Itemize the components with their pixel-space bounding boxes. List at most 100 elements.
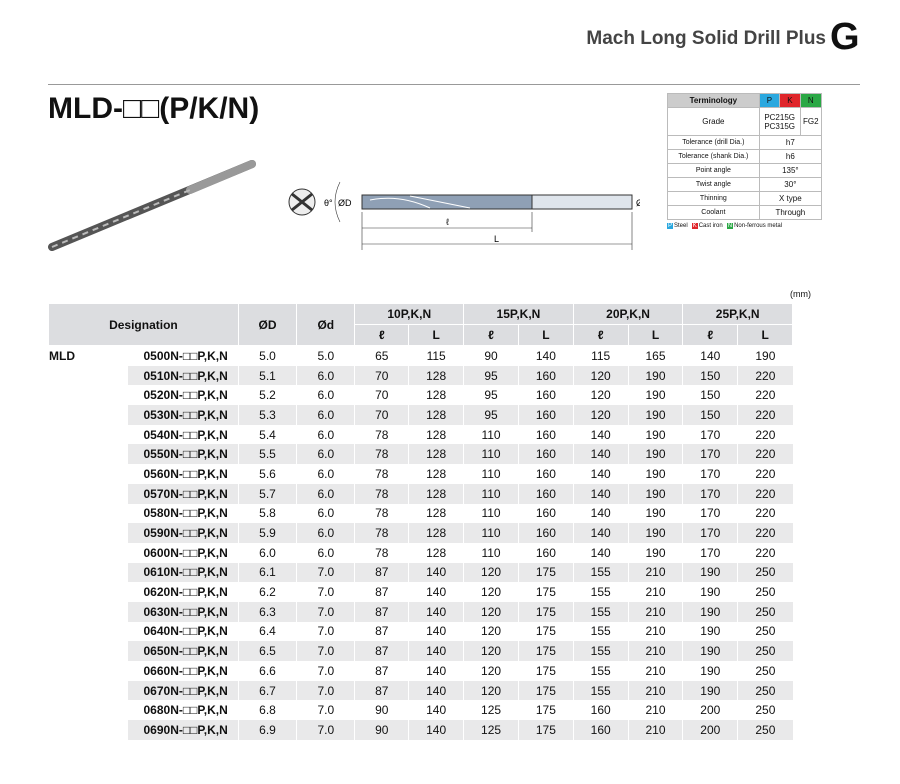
value-cell: 90 — [463, 345, 519, 366]
data-row: 0680N-□□P,K,N 6.8 7.0 90 140 125 175 160 210 200 2… — [48, 700, 900, 721]
value-cell: 160 — [517, 503, 574, 524]
spec-value: X type — [758, 191, 823, 206]
value-cell: 6.0 — [296, 542, 355, 563]
family-cell — [48, 621, 128, 642]
spec-value: h7 — [758, 135, 823, 150]
value-cell: 155 — [572, 562, 629, 583]
value-cell: 6.0 — [237, 542, 297, 563]
value-cell: 5.8 — [237, 503, 297, 524]
header-cell: 15P,K,N — [463, 303, 574, 325]
value-cell: 120 — [463, 641, 519, 661]
value-cell: 7.0 — [296, 641, 355, 661]
value-cell: 5.2 — [237, 385, 297, 406]
value-cell: 160 — [517, 483, 574, 504]
legend-text: Steel — [674, 223, 688, 229]
designation-cell: 0600N-□□P,K,N — [126, 542, 239, 563]
value-cell: 5.7 — [237, 483, 297, 504]
value-cell: 190 — [682, 562, 738, 583]
value-cell: 155 — [572, 621, 629, 642]
value-cell: 6.0 — [296, 405, 355, 425]
value-cell: 6.6 — [237, 661, 297, 681]
designation-cell: 0620N-□□P,K,N — [126, 582, 239, 602]
value-cell: 140 — [572, 444, 629, 465]
spec-head: P — [758, 93, 781, 108]
value-cell: 78 — [354, 424, 409, 445]
header-row: Designation ØD Ød 10P,K,N 15P,K,N 20P,K,N 25P,… — [48, 303, 900, 346]
grade: PC315G — [764, 121, 795, 131]
value-cell: 190 — [627, 385, 683, 406]
value-cell: 170 — [682, 483, 738, 504]
value-cell: 115 — [408, 345, 464, 366]
header-cell: 25P,K,N — [682, 303, 794, 325]
family-cell — [48, 365, 128, 386]
value-cell: 155 — [572, 680, 629, 701]
value-cell: 140 — [572, 503, 629, 524]
value-cell: 160 — [517, 385, 574, 406]
value-cell: 190 — [627, 444, 683, 465]
value-cell: 250 — [737, 720, 793, 740]
value-cell: 7.0 — [296, 700, 355, 721]
value-cell: 160 — [517, 405, 574, 425]
family-cell — [48, 464, 128, 484]
designation-cell: 0660N-□□P,K,N — [126, 661, 239, 681]
value-cell: 200 — [682, 700, 738, 721]
value-cell: 6.8 — [237, 700, 297, 721]
value-cell: 7.0 — [296, 661, 355, 681]
value-cell: 170 — [682, 523, 738, 543]
value-cell: 155 — [572, 601, 629, 622]
value-cell: 200 — [682, 720, 738, 740]
family-cell: MLD — [48, 345, 128, 366]
family-cell — [48, 523, 128, 543]
header-cell: L — [517, 324, 574, 346]
value-cell: 175 — [517, 661, 574, 681]
value-cell: 140 — [408, 641, 464, 661]
value-cell: 160 — [572, 700, 629, 721]
value-cell: 220 — [737, 503, 793, 524]
value-cell: 6.0 — [296, 365, 355, 386]
data-row: 0510N-□□P,K,N 5.1 6.0 70 128 95 160 120 190 150 22… — [48, 365, 900, 386]
value-cell: 175 — [517, 562, 574, 583]
value-cell: 6.0 — [296, 444, 355, 465]
data-row: 0580N-□□P,K,N 5.8 6.0 78 128 110 160 140 190 170 2… — [48, 503, 900, 524]
drill-illustration: θ° ØD ℓ L Ød — [48, 160, 640, 251]
value-cell: 5.6 — [237, 464, 297, 484]
value-cell: 170 — [682, 503, 738, 524]
value-cell: 190 — [682, 680, 738, 701]
spec-value: PC215G PC315G — [758, 107, 801, 136]
value-cell: 140 — [572, 424, 629, 445]
value-cell: 120 — [463, 601, 519, 622]
data-row: 0570N-□□P,K,N 5.7 6.0 78 128 110 160 140 190 170 2… — [48, 483, 900, 504]
rule — [48, 84, 860, 85]
value-cell: 128 — [408, 444, 464, 465]
value-cell: 65 — [354, 345, 409, 366]
value-cell: 220 — [737, 424, 793, 445]
value-cell: 128 — [408, 365, 464, 386]
value-cell: 128 — [408, 503, 464, 524]
value-cell: 190 — [682, 641, 738, 661]
designation-cell: 0590N-□□P,K,N — [126, 523, 239, 543]
value-cell: 110 — [463, 464, 519, 484]
header-cell: ℓ — [572, 324, 629, 346]
spec-row: Coolant Through — [667, 205, 823, 220]
value-cell: 160 — [517, 464, 574, 484]
value-cell: 190 — [627, 523, 683, 543]
designation-cell: 0550N-□□P,K,N — [126, 444, 239, 465]
value-cell: 210 — [627, 720, 683, 740]
value-cell: 6.0 — [296, 424, 355, 445]
value-cell: 155 — [572, 582, 629, 602]
value-cell: 220 — [737, 405, 793, 425]
spec-head: K — [779, 93, 801, 108]
value-cell: 210 — [627, 700, 683, 721]
legend-key: K — [691, 223, 698, 229]
value-cell: 70 — [354, 365, 409, 386]
data-row: 0640N-□□P,K,N 6.4 7.0 87 140 120 175 155 210 190 2… — [48, 621, 900, 642]
value-cell: 120 — [463, 562, 519, 583]
value-cell: 7.0 — [296, 621, 355, 642]
value-cell: 110 — [463, 424, 519, 445]
value-cell: 190 — [682, 582, 738, 602]
grade: PC215G — [764, 112, 795, 122]
value-cell: 125 — [463, 720, 519, 740]
designation-cell: 0570N-□□P,K,N — [126, 483, 239, 504]
legend-key: P — [667, 223, 674, 229]
